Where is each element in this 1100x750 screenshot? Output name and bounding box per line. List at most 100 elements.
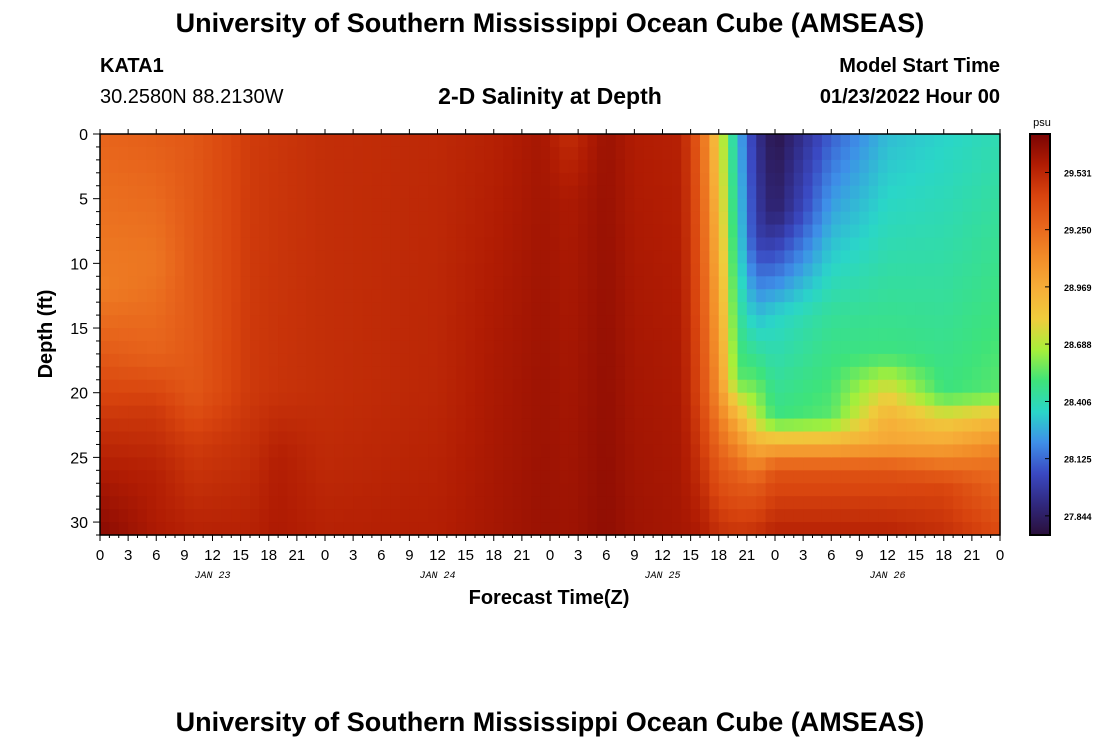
- heatmap-cell: [765, 263, 776, 277]
- heatmap-cell: [925, 250, 935, 264]
- heatmap-cell: [962, 405, 973, 420]
- heatmap-cell: [109, 198, 120, 213]
- heatmap-cell: [868, 198, 879, 213]
- heatmap-cell: [943, 315, 954, 329]
- heatmap-cell: [203, 185, 214, 200]
- heatmap-cell: [606, 392, 617, 407]
- heatmap-cell: [981, 134, 992, 148]
- heatmap-cell: [390, 366, 401, 381]
- heatmap-cell: [625, 315, 635, 329]
- heatmap-cell: [512, 263, 523, 277]
- heatmap-cell: [859, 315, 870, 329]
- heatmap-cell: [662, 224, 673, 239]
- heatmap-cell: [531, 353, 542, 368]
- heatmap-cell: [109, 263, 120, 277]
- heatmap-cell: [784, 418, 795, 433]
- heatmap-cell: [428, 522, 439, 536]
- heatmap-cell: [962, 198, 973, 213]
- heatmap-cell: [915, 483, 926, 497]
- heatmap-cell: [446, 392, 457, 407]
- heatmap-cell: [559, 379, 570, 394]
- heatmap-cell: [503, 418, 514, 433]
- heatmap-cell: [437, 146, 448, 161]
- heatmap-cell: [165, 263, 176, 277]
- heatmap-cell: [315, 328, 326, 342]
- heatmap-cell: [315, 134, 326, 148]
- heatmap-cell: [831, 289, 842, 303]
- heatmap-cell: [578, 483, 589, 497]
- heatmap-cell: [446, 146, 457, 161]
- heatmap-cell: [887, 315, 898, 329]
- heatmap-cell: [906, 302, 917, 316]
- heatmap-cell: [803, 353, 814, 368]
- heatmap-cell: [475, 276, 485, 290]
- heatmap-cell: [559, 483, 570, 497]
- heatmap-cell: [756, 237, 767, 252]
- heatmap-cell: [296, 146, 307, 161]
- heatmap-cell: [146, 522, 157, 536]
- heatmap-cell: [746, 172, 757, 187]
- heatmap-cell: [718, 379, 729, 394]
- heatmap-cell: [746, 328, 757, 342]
- heatmap-cell: [615, 263, 626, 277]
- heatmap-cell: [203, 211, 214, 226]
- heatmap-cell: [353, 237, 364, 252]
- heatmap-cell: [493, 276, 504, 290]
- heatmap-cell: [690, 172, 701, 187]
- heatmap-cell: [606, 418, 617, 433]
- heatmap-cell: [746, 250, 757, 264]
- heatmap-cell: [615, 418, 626, 433]
- heatmap-cell: [268, 340, 279, 355]
- heatmap-cell: [821, 392, 832, 407]
- heatmap-cell: [409, 263, 420, 277]
- heatmap-cell: [690, 483, 701, 497]
- heatmap-cell: [775, 405, 785, 420]
- heatmap-cell: [615, 522, 626, 536]
- heatmap-cell: [146, 224, 157, 239]
- heatmap-cell: [400, 340, 410, 355]
- heatmap-cell: [156, 198, 167, 213]
- heatmap-cell: [953, 276, 964, 290]
- heatmap-cell: [128, 483, 139, 497]
- heatmap-cell: [175, 146, 185, 161]
- heatmap-cell: [746, 289, 757, 303]
- heatmap-cell: [503, 172, 514, 187]
- heatmap-cell: [746, 431, 757, 446]
- heatmap-cell: [681, 457, 692, 471]
- heatmap-cell: [212, 198, 223, 213]
- heatmap-cell: [878, 457, 889, 471]
- heatmap-cell: [156, 509, 167, 523]
- heatmap-cell: [193, 418, 204, 433]
- heatmap-cell: [990, 250, 1001, 264]
- heatmap-cell: [484, 522, 495, 536]
- heatmap-cell: [212, 444, 223, 458]
- heatmap-cell: [634, 405, 645, 420]
- heatmap-cell: [859, 159, 870, 174]
- heatmap-cell: [915, 522, 926, 536]
- heatmap-cell: [381, 263, 392, 277]
- heatmap-cell: [203, 379, 214, 394]
- heatmap-cell: [250, 340, 260, 355]
- heatmap-cell: [325, 276, 335, 290]
- heatmap-cell: [193, 392, 204, 407]
- heatmap-cell: [887, 263, 898, 277]
- heatmap-cell: [118, 198, 129, 213]
- heatmap-cell: [850, 263, 860, 277]
- heatmap-cell: [625, 146, 635, 161]
- heatmap-cell: [784, 302, 795, 316]
- heatmap-cell: [325, 483, 335, 497]
- heatmap-cell: [737, 211, 748, 226]
- heatmap-cell: [587, 457, 598, 471]
- heatmap-cell: [681, 444, 692, 458]
- heatmap-cell: [709, 405, 720, 420]
- heatmap-cell: [465, 146, 476, 161]
- heatmap-cell: [587, 444, 598, 458]
- heatmap-cell: [428, 237, 439, 252]
- heatmap-cell: [456, 431, 467, 446]
- heatmap-cell: [775, 289, 785, 303]
- heatmap-cell: [137, 457, 148, 471]
- heatmap-cell: [981, 392, 992, 407]
- heatmap-cell: [371, 457, 382, 471]
- heatmap-cell: [315, 418, 326, 433]
- heatmap-cell: [137, 134, 148, 148]
